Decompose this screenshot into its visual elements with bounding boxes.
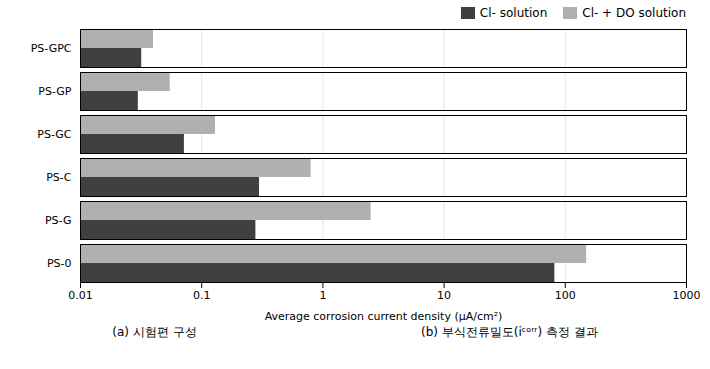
svg-text:PS-GPC: PS-GPC <box>31 42 72 55</box>
svg-text:PS-G: PS-G <box>45 214 72 227</box>
svg-text:0.1: 0.1 <box>193 289 211 302</box>
svg-text:10: 10 <box>437 289 451 302</box>
svg-text:PS-GP: PS-GP <box>38 85 72 98</box>
svg-text:1: 1 <box>319 289 326 302</box>
html-text:(a) 시험편 구성: (a) 시험편 구성 <box>112 325 197 339</box>
html-text:Cl- solution: Cl- solution <box>479 6 548 20</box>
svg-text:100: 100 <box>555 289 576 302</box>
html-text:(b) 부식전류밀도(iᶜᵒʳʳ) 측정 결과: (b) 부식전류밀도(iᶜᵒʳʳ) 측정 결과 <box>421 325 598 339</box>
html-text:Cl- + DO solution: Cl- + DO solution <box>582 6 686 20</box>
svg-text:0.01: 0.01 <box>68 289 93 302</box>
svg-text:PS-0: PS-0 <box>47 257 72 270</box>
svg-text:PS-C: PS-C <box>46 171 72 184</box>
svg-text:PS-GC: PS-GC <box>37 128 72 141</box>
svg-text:Average corrosion current dens: Average corrosion current density (μA/cm… <box>265 310 503 323</box>
svg-text:1000: 1000 <box>673 289 701 302</box>
